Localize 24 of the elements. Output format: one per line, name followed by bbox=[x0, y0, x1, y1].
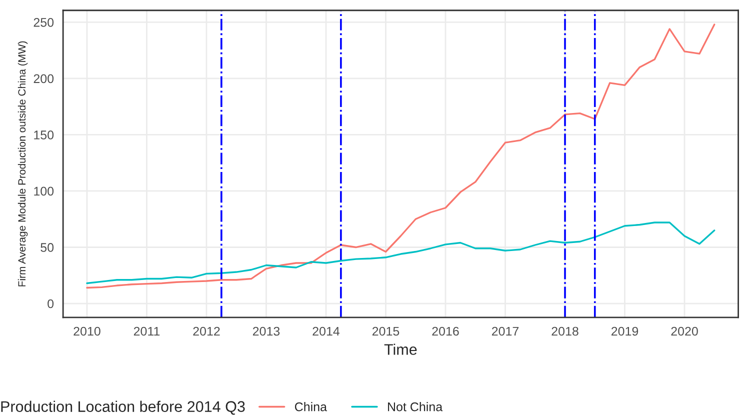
legend-title: Production Location before 2014 Q3 bbox=[1, 400, 245, 415]
x-tick-label: 2020 bbox=[671, 326, 698, 336]
y-tick-label: 200 bbox=[34, 74, 54, 84]
y-tick-label: 250 bbox=[34, 18, 54, 27]
x-tick-label: 2012 bbox=[193, 326, 220, 336]
line-series bbox=[86, 222, 716, 284]
x-tick-label: 2017 bbox=[492, 326, 519, 336]
x-tick-label: 2018 bbox=[552, 326, 578, 336]
x-tick-label: 2015 bbox=[372, 326, 400, 336]
legend-label: China bbox=[294, 402, 327, 412]
x-tick-label: 2011 bbox=[134, 326, 160, 336]
legend-label: Not China bbox=[388, 402, 443, 412]
y-axis-title: Firm Average Module Production outside China (MW) bbox=[18, 41, 28, 286]
line-series bbox=[86, 24, 716, 289]
x-tick-label: 2013 bbox=[252, 326, 280, 336]
x-axis-title: Time bbox=[384, 344, 417, 355]
y-tick-label: 150 bbox=[34, 130, 54, 140]
y-tick-label: 100 bbox=[34, 186, 54, 196]
x-tick-label: 2019 bbox=[611, 326, 638, 336]
y-tick-label: 0 bbox=[48, 299, 54, 308]
x-tick-label: 2010 bbox=[74, 326, 100, 336]
y-tick-label: 50 bbox=[40, 243, 54, 252]
x-tick-label: 2014 bbox=[312, 326, 340, 336]
x-tick-label: 2016 bbox=[432, 326, 459, 336]
